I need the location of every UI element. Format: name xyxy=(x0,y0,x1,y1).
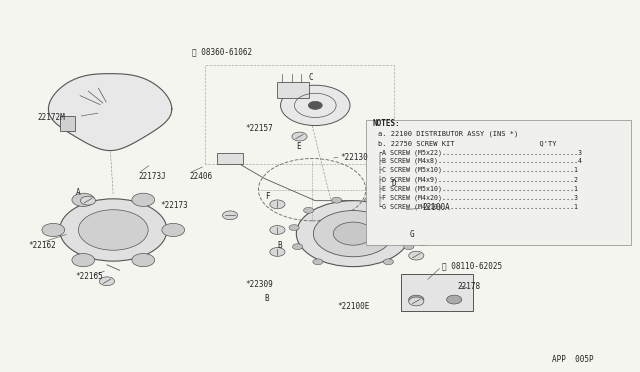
Bar xyxy=(277,81,309,98)
Circle shape xyxy=(280,85,350,125)
Circle shape xyxy=(60,199,167,261)
Circle shape xyxy=(393,208,403,213)
Text: ┌A SCREW (M5x22)..................................3: ┌A SCREW (M5x22)........................… xyxy=(378,149,582,156)
Text: *22162: *22162 xyxy=(28,241,56,250)
Circle shape xyxy=(292,244,303,250)
Circle shape xyxy=(78,210,148,250)
Text: a. 22100 DISTRIBUTOR ASSY (INS *): a. 22100 DISTRIBUTOR ASSY (INS *) xyxy=(378,131,518,137)
Circle shape xyxy=(383,259,394,265)
Circle shape xyxy=(365,197,375,203)
Text: 22100A: 22100A xyxy=(422,203,451,212)
Text: Ⓑ 08110-62025: Ⓑ 08110-62025 xyxy=(442,262,502,270)
Circle shape xyxy=(132,193,155,206)
Text: 22172M: 22172M xyxy=(38,113,65,122)
Circle shape xyxy=(313,259,323,265)
Circle shape xyxy=(72,193,95,206)
Text: *22165: *22165 xyxy=(76,272,103,282)
Text: G: G xyxy=(410,230,415,239)
Text: ├E SCREW (M5x10).................................1: ├E SCREW (M5x10)........................… xyxy=(378,185,579,193)
Text: b. 22750 SCREW KIT                    Q'TY: b. 22750 SCREW KIT Q'TY xyxy=(378,140,557,146)
Bar xyxy=(218,153,243,164)
Polygon shape xyxy=(49,74,172,151)
Circle shape xyxy=(409,251,424,260)
Text: 22406: 22406 xyxy=(189,171,212,181)
Bar xyxy=(366,120,631,245)
Circle shape xyxy=(415,237,430,246)
Text: A: A xyxy=(76,188,80,197)
Text: Ⓢ 08360-61062: Ⓢ 08360-61062 xyxy=(192,47,252,56)
Text: F: F xyxy=(265,192,269,201)
Text: NOTES:: NOTES: xyxy=(372,119,400,128)
Circle shape xyxy=(99,277,115,286)
Circle shape xyxy=(162,223,184,237)
Bar xyxy=(60,116,76,131)
Circle shape xyxy=(380,182,396,190)
Circle shape xyxy=(332,197,342,203)
Text: └G SCREW (M4x10).................................1: └G SCREW (M4x10)........................… xyxy=(378,202,579,211)
Text: *22130: *22130 xyxy=(340,153,368,162)
Text: *22309: *22309 xyxy=(246,280,273,289)
Text: ├C SCREW (M5x10).................................1: ├C SCREW (M5x10)........................… xyxy=(378,166,579,174)
Circle shape xyxy=(81,196,95,205)
Text: APP  005P: APP 005P xyxy=(552,355,594,364)
Circle shape xyxy=(72,254,95,267)
Circle shape xyxy=(223,211,237,220)
Circle shape xyxy=(447,295,461,304)
Text: D: D xyxy=(391,179,396,188)
Circle shape xyxy=(415,211,430,220)
Circle shape xyxy=(270,200,285,209)
Circle shape xyxy=(132,254,155,267)
Circle shape xyxy=(289,225,299,231)
Circle shape xyxy=(292,132,307,141)
Circle shape xyxy=(333,222,373,245)
Text: B: B xyxy=(265,294,269,304)
Text: ├B SCREW (M4x8)...................................4: ├B SCREW (M4x8).........................… xyxy=(378,157,582,165)
Circle shape xyxy=(308,101,322,109)
Text: ├D SCREW (M4x9)..................................2: ├D SCREW (M4x9).........................… xyxy=(378,175,579,184)
Circle shape xyxy=(42,223,65,237)
Circle shape xyxy=(296,201,410,267)
Text: *22173: *22173 xyxy=(161,201,188,210)
Text: C: C xyxy=(309,73,314,82)
Text: *22100E: *22100E xyxy=(337,302,370,311)
Text: E: E xyxy=(296,142,301,151)
Circle shape xyxy=(409,295,424,304)
Circle shape xyxy=(270,247,285,256)
Text: 22173J: 22173J xyxy=(138,171,166,181)
Text: 22178: 22178 xyxy=(458,282,481,291)
Text: ├F SCREW (M4x20).................................3: ├F SCREW (M4x20)........................… xyxy=(378,193,579,202)
Circle shape xyxy=(409,297,424,306)
Circle shape xyxy=(407,225,417,231)
Circle shape xyxy=(314,211,393,257)
Circle shape xyxy=(404,244,414,250)
Text: *22157: *22157 xyxy=(246,124,273,133)
Text: B: B xyxy=(277,241,282,250)
Circle shape xyxy=(303,208,314,213)
Circle shape xyxy=(270,225,285,234)
Bar xyxy=(401,274,473,311)
